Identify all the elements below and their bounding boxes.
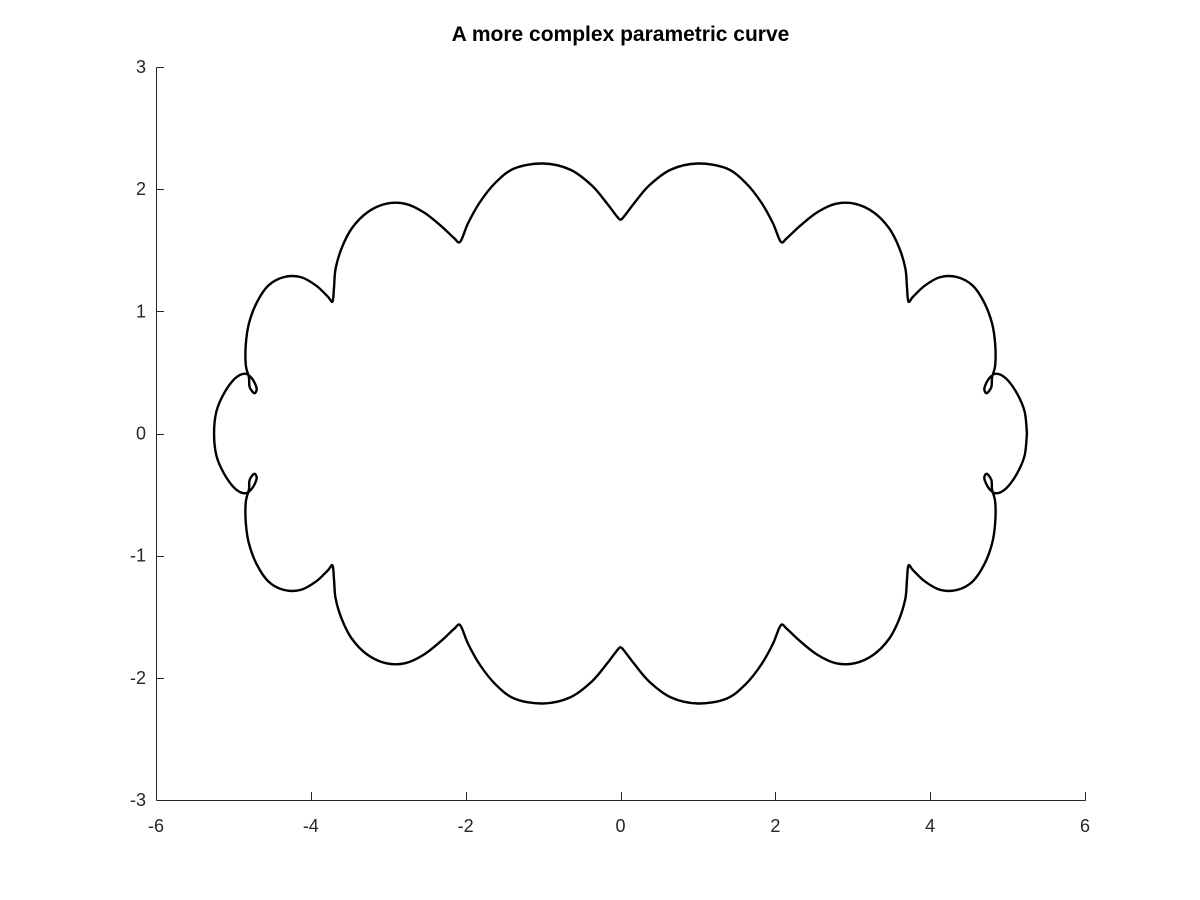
x-tick-label: -4 bbox=[303, 816, 319, 836]
y-tick-label: 2 bbox=[136, 179, 146, 199]
chart-title: A more complex parametric curve bbox=[452, 23, 790, 46]
x-tick-label: 4 bbox=[925, 816, 935, 836]
x-tick-label: -6 bbox=[148, 816, 164, 836]
x-tick-label: 0 bbox=[615, 816, 625, 836]
y-axis-ticks: -3 -2 -1 0 1 2 3 bbox=[130, 57, 164, 810]
y-tick-label: 3 bbox=[136, 57, 146, 77]
x-tick-label: 2 bbox=[770, 816, 780, 836]
y-tick-label: -3 bbox=[130, 790, 146, 810]
x-tick-label: -2 bbox=[458, 816, 474, 836]
y-tick-label: -1 bbox=[130, 546, 146, 566]
y-tick-label: -2 bbox=[130, 668, 146, 688]
parametric-curve-line bbox=[212, 162, 1029, 705]
x-axis-ticks: -6 -4 -2 0 2 4 6 bbox=[148, 792, 1090, 836]
y-tick-label: 1 bbox=[136, 301, 146, 321]
plot-area: -6 -4 -2 0 2 4 6 -3 -2 -1 0 1 2 3 bbox=[130, 57, 1090, 836]
x-tick-label: 6 bbox=[1080, 816, 1090, 836]
y-tick-label: 0 bbox=[136, 424, 146, 444]
series-layer bbox=[212, 162, 1029, 705]
